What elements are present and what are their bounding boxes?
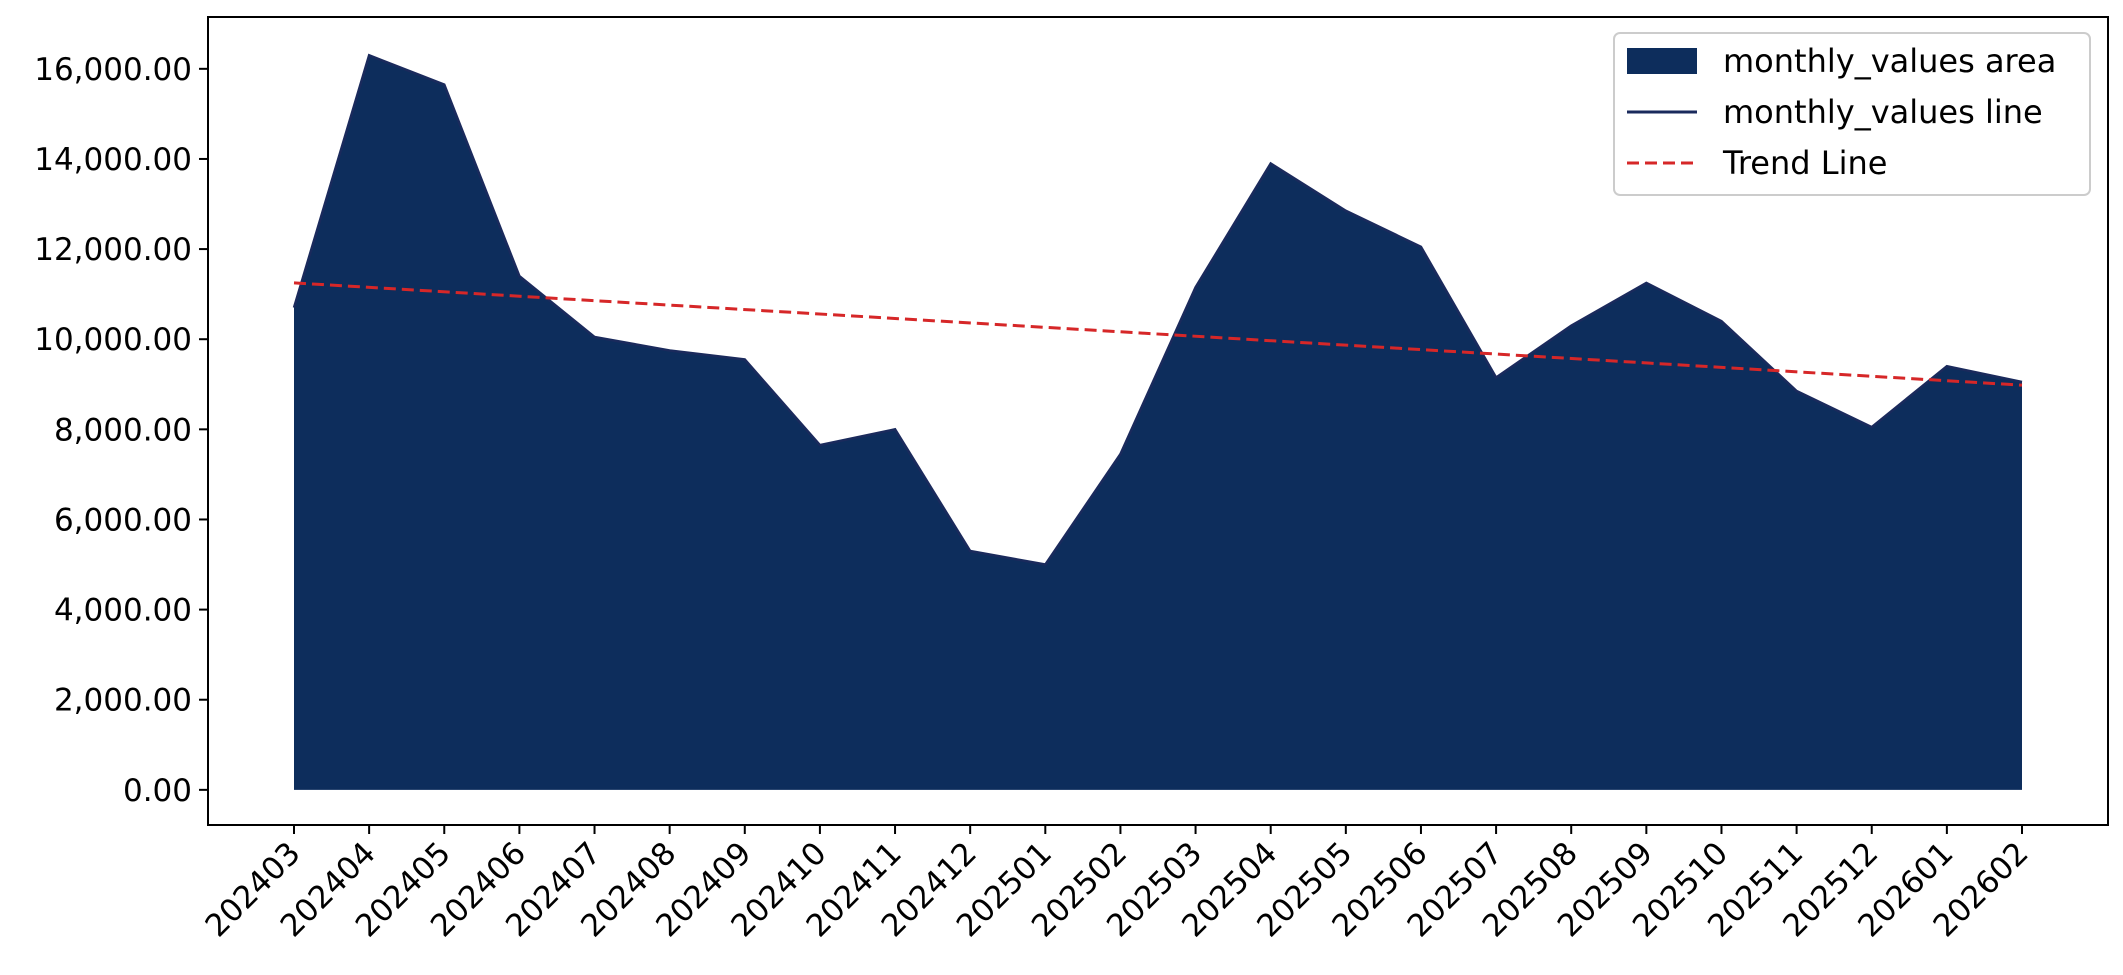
- y-tick-label: 16,000.00: [34, 52, 192, 88]
- y-tick-label: 0.00: [123, 773, 192, 809]
- y-tick-label: 4,000.00: [54, 593, 192, 629]
- trend-line: [293, 281, 2023, 387]
- y-tick-label: 14,000.00: [34, 142, 192, 178]
- line-series-monthly-values: [292, 53, 2023, 566]
- y-axis: 0.00 2,000.00 4,000.00 6,000.00 8,000.00 10,0…: [34, 52, 208, 809]
- legend-label-area: monthly_values area: [1723, 42, 2056, 80]
- plot-frame: [207, 16, 2109, 826]
- y-tick-label: 12,000.00: [34, 232, 192, 268]
- x-axis: 2024032024042024052024062024072024082024…: [199, 825, 2036, 944]
- y-tick-label: 6,000.00: [54, 502, 192, 538]
- plot-area: [292, 53, 2023, 790]
- area-series-monthly-values: [294, 55, 2022, 790]
- legend-label-trend: Trend Line: [1722, 144, 1887, 182]
- legend-label-line: monthly_values line: [1723, 93, 2043, 131]
- y-tick-label: 2,000.00: [54, 683, 192, 719]
- legend: monthly_values area monthly_values line …: [1613, 32, 2091, 196]
- legend-box: [1613, 32, 2091, 196]
- legend-swatch-area: [1627, 48, 1697, 74]
- y-tick-label: 10,000.00: [34, 322, 192, 358]
- y-tick-label: 8,000.00: [54, 412, 192, 448]
